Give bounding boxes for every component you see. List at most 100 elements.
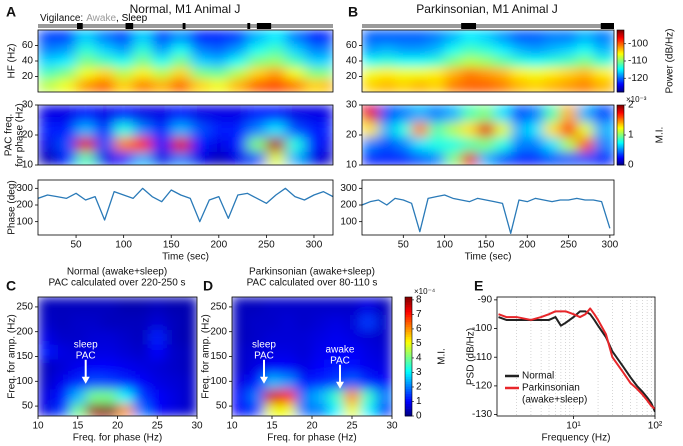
colorbar-step bbox=[405, 361, 412, 365]
heatmap-cell bbox=[560, 151, 578, 165]
colorbar-step bbox=[617, 57, 624, 59]
heatmap-cell bbox=[76, 105, 96, 123]
legend-label: Parkinsonian bbox=[522, 383, 580, 394]
heatmap-cells bbox=[38, 105, 333, 165]
y-axis-label: Freq. for amp. (Hz) bbox=[7, 314, 18, 398]
colorbar-step bbox=[617, 158, 624, 161]
heatmap-cell bbox=[57, 136, 77, 153]
heatmap-cell bbox=[228, 136, 248, 153]
heatmap-cell bbox=[560, 55, 578, 68]
colorbar-step bbox=[617, 127, 624, 130]
heatmap-cell bbox=[323, 136, 333, 153]
colorbar-step bbox=[617, 54, 624, 57]
heatmap-cell bbox=[76, 151, 96, 165]
colorbar-tick-label: 0 bbox=[416, 411, 422, 422]
plot-frame bbox=[361, 179, 615, 236]
heatmap-cell bbox=[411, 136, 429, 153]
heatmap-cell bbox=[411, 30, 429, 45]
heatmap-cell bbox=[328, 388, 345, 405]
heatmap-cell bbox=[285, 66, 306, 80]
heatmap-cell bbox=[101, 329, 119, 345]
chart-title: PAC calculated over 80-110 s bbox=[247, 278, 378, 289]
heatmap-cell bbox=[510, 121, 528, 138]
colorbar-step bbox=[405, 386, 412, 390]
heatmap-cell bbox=[304, 105, 325, 123]
heatmap-cell bbox=[266, 78, 287, 92]
heatmap-cell bbox=[247, 66, 267, 80]
heatmap-cell bbox=[133, 329, 150, 345]
heatmap-cell bbox=[494, 78, 512, 92]
heatmap-cell bbox=[477, 121, 495, 138]
colorbar-tick-label: 4 bbox=[416, 353, 422, 364]
heatmap-cell bbox=[266, 105, 287, 123]
x-axis-label: Time (sec) bbox=[162, 252, 209, 263]
heatmap-cell bbox=[312, 297, 329, 315]
colorbar-step bbox=[617, 135, 624, 137]
colorbar-step bbox=[405, 316, 412, 320]
heatmap-cell bbox=[38, 297, 55, 315]
heatmap-cell bbox=[232, 314, 249, 330]
heatmap-cell bbox=[190, 55, 210, 68]
heatmap-cell bbox=[181, 314, 197, 330]
colorbar-step bbox=[617, 128, 624, 131]
colorbar-step bbox=[405, 299, 412, 303]
heatmap-cell bbox=[152, 136, 172, 153]
heatmap-cell bbox=[494, 105, 512, 123]
colorbar-step bbox=[617, 41, 624, 44]
heatmap-cell bbox=[133, 388, 150, 405]
heatmap-cell bbox=[247, 55, 267, 68]
y-tick-label: 250 bbox=[16, 302, 33, 313]
heatmap-cell bbox=[280, 358, 297, 375]
heatmap-cell bbox=[477, 105, 495, 123]
sleep-segment bbox=[182, 23, 186, 29]
colorbar-step bbox=[405, 366, 412, 370]
colorbar-step bbox=[617, 148, 624, 151]
heatmap-cell bbox=[117, 314, 134, 330]
heatmap-cell bbox=[232, 329, 249, 345]
heatmap-cell bbox=[510, 136, 528, 153]
colorbar-step bbox=[405, 363, 412, 367]
heatmap-cell bbox=[152, 121, 172, 138]
heatmap-cell bbox=[95, 78, 115, 92]
heatmap-cell bbox=[209, 105, 229, 123]
heatmap-cell bbox=[461, 43, 479, 56]
colorbar-step bbox=[405, 373, 412, 377]
heatmap-cell bbox=[133, 314, 150, 330]
heatmap-cell bbox=[85, 388, 103, 405]
heatmap-cell bbox=[280, 314, 297, 330]
heatmap-cell bbox=[360, 388, 377, 405]
chart-title: Parkinsonian (awake+sleep) bbox=[249, 267, 375, 278]
heatmap-cell bbox=[593, 66, 614, 80]
heatmap-cell bbox=[323, 105, 333, 123]
colorbar-label: M.I. bbox=[437, 348, 448, 365]
heatmap-cell bbox=[378, 43, 396, 56]
colorbar-step bbox=[405, 334, 412, 338]
heatmap-cell bbox=[461, 55, 479, 68]
colorbar-step bbox=[617, 59, 624, 62]
y-tick-label: 10 bbox=[22, 160, 34, 171]
heatmap-cell bbox=[378, 151, 396, 165]
heatmap-cell bbox=[362, 105, 380, 123]
y-axis-label: HF (Hz) bbox=[7, 44, 18, 79]
sleep-segment bbox=[77, 23, 83, 29]
heatmap-cell bbox=[57, 78, 77, 92]
heatmap-cell bbox=[101, 297, 119, 315]
heatmap-cell bbox=[304, 66, 325, 80]
colorbar-step bbox=[617, 126, 624, 128]
heatmap-cell bbox=[69, 403, 87, 416]
colorbar-step bbox=[617, 40, 624, 43]
heatmap-cell bbox=[76, 43, 96, 56]
heatmap-cell bbox=[95, 66, 115, 80]
heatmap-cell bbox=[76, 136, 96, 153]
colorbar-step bbox=[405, 311, 412, 315]
heatmap-cell bbox=[328, 373, 345, 390]
colorbar-tick-label: 7 bbox=[416, 309, 422, 320]
heatmap-cell bbox=[53, 388, 71, 405]
colorbar-step bbox=[617, 136, 624, 138]
heatmap-cell bbox=[228, 43, 248, 56]
colorbar-step bbox=[617, 142, 624, 145]
heatmap-cell bbox=[593, 55, 614, 68]
y-tick-label: 20 bbox=[346, 130, 358, 141]
x-tick-label: 50 bbox=[398, 240, 410, 251]
y-tick-label: 50 bbox=[22, 401, 34, 412]
